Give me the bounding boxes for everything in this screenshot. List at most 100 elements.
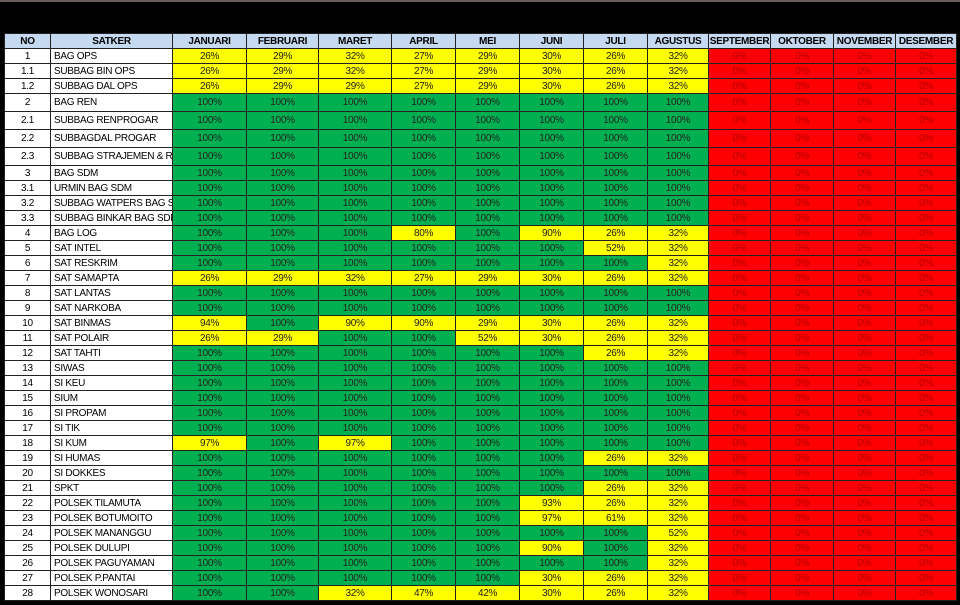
percent-cell-desember[interactable]: 0% <box>895 525 957 541</box>
percent-cell-juli[interactable]: 100% <box>583 420 648 436</box>
row-number-cell[interactable]: 5 <box>4 240 51 256</box>
percent-cell-juni[interactable]: 30% <box>519 315 584 331</box>
percent-cell-agustus[interactable]: 100% <box>647 129 709 148</box>
percent-cell-desember[interactable]: 0% <box>895 420 957 436</box>
percent-cell-maret[interactable]: 32% <box>318 585 392 601</box>
percent-cell-september[interactable]: 0% <box>708 555 771 571</box>
percent-cell-april[interactable]: 100% <box>391 360 456 376</box>
percent-cell-maret[interactable]: 100% <box>318 375 392 391</box>
satker-cell[interactable]: SAT SAMAPTA <box>50 270 173 286</box>
percent-cell-juni[interactable]: 100% <box>519 210 584 226</box>
percent-cell-februari[interactable]: 100% <box>246 111 319 130</box>
percent-cell-juli[interactable]: 100% <box>583 390 648 406</box>
percent-cell-april[interactable]: 100% <box>391 450 456 466</box>
percent-cell-februari[interactable]: 100% <box>246 255 319 271</box>
percent-cell-april[interactable]: 100% <box>391 285 456 301</box>
percent-cell-mei[interactable]: 100% <box>455 390 520 406</box>
percent-cell-april[interactable]: 100% <box>391 147 456 166</box>
percent-cell-februari[interactable]: 100% <box>246 585 319 601</box>
percent-cell-april[interactable]: 100% <box>391 495 456 511</box>
percent-cell-desember[interactable]: 0% <box>895 480 957 496</box>
percent-cell-maret[interactable]: 97% <box>318 435 392 451</box>
percent-cell-agustus[interactable]: 100% <box>647 300 709 316</box>
percent-cell-april[interactable]: 100% <box>391 165 456 181</box>
percent-cell-oktober[interactable]: 0% <box>770 345 834 361</box>
percent-cell-mei[interactable]: 100% <box>455 420 520 436</box>
percent-cell-april[interactable]: 100% <box>391 525 456 541</box>
satker-cell[interactable]: SIUM <box>50 390 173 406</box>
percent-cell-september[interactable]: 0% <box>708 285 771 301</box>
percent-cell-april[interactable]: 100% <box>391 255 456 271</box>
percent-cell-desember[interactable]: 0% <box>895 48 957 64</box>
percent-cell-oktober[interactable]: 0% <box>770 390 834 406</box>
percent-cell-oktober[interactable]: 0% <box>770 435 834 451</box>
percent-cell-november[interactable]: 0% <box>833 375 896 391</box>
percent-cell-november[interactable]: 0% <box>833 255 896 271</box>
satker-cell[interactable]: SI HUMAS <box>50 450 173 466</box>
percent-cell-april[interactable]: 100% <box>391 240 456 256</box>
percent-cell-juni[interactable]: 100% <box>519 450 584 466</box>
percent-cell-maret[interactable]: 32% <box>318 63 392 79</box>
percent-cell-september[interactable]: 0% <box>708 240 771 256</box>
percent-cell-september[interactable]: 0% <box>708 570 771 586</box>
percent-cell-desember[interactable]: 0% <box>895 315 957 331</box>
percent-cell-april[interactable]: 100% <box>391 510 456 526</box>
percent-cell-april[interactable]: 100% <box>391 480 456 496</box>
percent-cell-juni[interactable]: 100% <box>519 195 584 211</box>
percent-cell-maret[interactable]: 100% <box>318 345 392 361</box>
percent-cell-juni[interactable]: 30% <box>519 570 584 586</box>
column-header-maret[interactable]: MARET <box>318 33 392 49</box>
percent-cell-april[interactable]: 47% <box>391 585 456 601</box>
percent-cell-maret[interactable]: 100% <box>318 111 392 130</box>
percent-cell-november[interactable]: 0% <box>833 210 896 226</box>
percent-cell-maret[interactable]: 100% <box>318 165 392 181</box>
satker-cell[interactable]: SUBBAG BIN OPS <box>50 63 173 79</box>
percent-cell-februari[interactable]: 100% <box>246 360 319 376</box>
percent-cell-september[interactable]: 0% <box>708 255 771 271</box>
percent-cell-desember[interactable]: 0% <box>895 555 957 571</box>
percent-cell-april[interactable]: 100% <box>391 420 456 436</box>
column-header-september[interactable]: SEPTEMBER <box>708 33 771 49</box>
percent-cell-juli[interactable]: 100% <box>583 540 648 556</box>
percent-cell-juli[interactable]: 26% <box>583 450 648 466</box>
percent-cell-agustus[interactable]: 32% <box>647 450 709 466</box>
percent-cell-desember[interactable]: 0% <box>895 435 957 451</box>
percent-cell-oktober[interactable]: 0% <box>770 300 834 316</box>
percent-cell-desember[interactable]: 0% <box>895 129 957 148</box>
percent-cell-april[interactable]: 100% <box>391 555 456 571</box>
percent-cell-maret[interactable]: 100% <box>318 330 392 346</box>
percent-cell-juni[interactable]: 30% <box>519 78 584 94</box>
percent-cell-september[interactable]: 0% <box>708 375 771 391</box>
percent-cell-september[interactable]: 0% <box>708 525 771 541</box>
satker-cell[interactable]: POLSEK BOTUMOITO <box>50 510 173 526</box>
percent-cell-januari[interactable]: 94% <box>172 315 247 331</box>
percent-cell-januari[interactable]: 100% <box>172 540 247 556</box>
percent-cell-januari[interactable]: 100% <box>172 360 247 376</box>
percent-cell-april[interactable]: 100% <box>391 465 456 481</box>
percent-cell-desember[interactable]: 0% <box>895 585 957 601</box>
percent-cell-juni[interactable]: 100% <box>519 435 584 451</box>
percent-cell-mei[interactable]: 42% <box>455 585 520 601</box>
percent-cell-mei[interactable]: 100% <box>455 540 520 556</box>
percent-cell-mei[interactable]: 100% <box>455 360 520 376</box>
percent-cell-april[interactable]: 100% <box>391 435 456 451</box>
percent-cell-mei[interactable]: 100% <box>455 570 520 586</box>
percent-cell-oktober[interactable]: 0% <box>770 210 834 226</box>
percent-cell-januari[interactable]: 100% <box>172 480 247 496</box>
percent-cell-november[interactable]: 0% <box>833 129 896 148</box>
column-header-april[interactable]: APRIL <box>391 33 456 49</box>
percent-cell-oktober[interactable]: 0% <box>770 147 834 166</box>
percent-cell-agustus[interactable]: 52% <box>647 525 709 541</box>
percent-cell-maret[interactable]: 100% <box>318 240 392 256</box>
percent-cell-juni[interactable]: 30% <box>519 48 584 64</box>
percent-cell-juli[interactable]: 26% <box>583 78 648 94</box>
percent-cell-september[interactable]: 0% <box>708 360 771 376</box>
percent-cell-januari[interactable]: 26% <box>172 63 247 79</box>
percent-cell-desember[interactable]: 0% <box>895 270 957 286</box>
percent-cell-juli[interactable]: 100% <box>583 165 648 181</box>
percent-cell-juli[interactable]: 26% <box>583 48 648 64</box>
percent-cell-desember[interactable]: 0% <box>895 405 957 421</box>
percent-cell-april[interactable]: 100% <box>391 390 456 406</box>
percent-cell-agustus[interactable]: 100% <box>647 465 709 481</box>
percent-cell-oktober[interactable]: 0% <box>770 375 834 391</box>
